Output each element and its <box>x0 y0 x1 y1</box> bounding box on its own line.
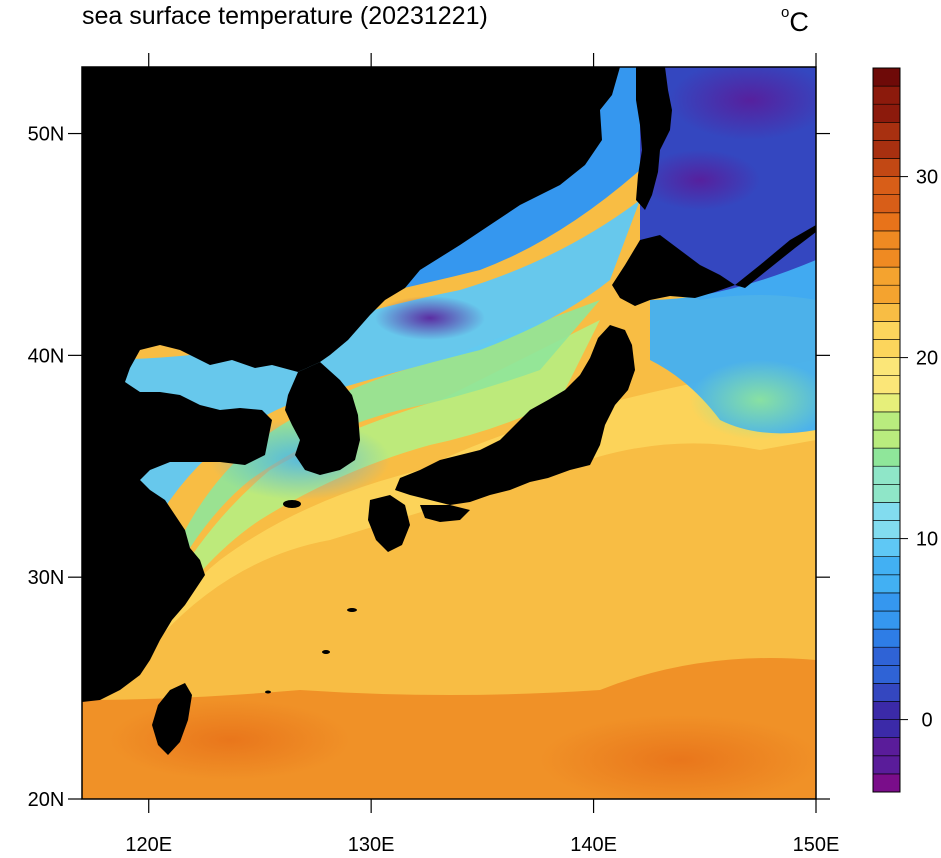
colorbar-segment-4 <box>872 701 901 720</box>
colorbar-segment-35 <box>872 140 901 159</box>
unit-degree: o <box>781 4 790 21</box>
colorbar-segment-12 <box>872 556 901 576</box>
unit-letter: C <box>789 7 809 37</box>
map-axes: 120E 130E 140E 150E 20N 30N 40N 50N <box>28 53 840 856</box>
colorbar-segment-16 <box>872 483 901 503</box>
lat-tick-label-0: 20N <box>28 789 65 811</box>
colorbar: 0 10 20 30 <box>872 67 938 793</box>
lon-tick-label-2: 140E <box>570 834 617 856</box>
colorbar-segment-13 <box>872 538 901 557</box>
colorbar-segment-3 <box>872 719 901 738</box>
sst-band-subtropical <box>140 360 816 660</box>
land-shikoku <box>420 505 470 522</box>
colorbar-segment-9 <box>872 610 901 630</box>
colorbar-tick-label-2: 20 <box>916 348 938 370</box>
plot-frame <box>81 66 817 800</box>
colorbar-segment-2 <box>872 737 901 757</box>
lat-tick-label-2: 40N <box>28 345 65 367</box>
sst-kuroshio-extension <box>690 360 816 440</box>
sst-band-green <box>150 320 600 640</box>
land-asia-mainland <box>82 67 620 702</box>
sst-warm-core-west <box>110 700 350 780</box>
land-honshu <box>395 325 635 505</box>
lon-tick-label-0: 120E <box>125 834 172 856</box>
colorbar-segment-34 <box>872 158 901 177</box>
colorbar-segment-25 <box>872 321 901 340</box>
sst-cold-core-okhotsk <box>670 67 816 140</box>
colorbar-segment-33 <box>872 176 901 196</box>
land-ryukyu-2 <box>265 690 271 694</box>
lon-tick-label-3: 150E <box>793 834 840 856</box>
colorbar-tick-label-1: 10 <box>916 529 938 551</box>
map-title: sea surface temperature (20231221) <box>82 2 488 30</box>
lon-tick-label-1: 130E <box>348 834 395 856</box>
colorbar-segment-11 <box>872 574 901 594</box>
land-kyushu <box>368 495 410 552</box>
colorbar-segment-32 <box>872 194 901 214</box>
colorbar-segment-36 <box>872 122 901 141</box>
unit-label: oC <box>781 0 809 39</box>
colorbar-segment-27 <box>872 284 901 304</box>
sst-band-cyan <box>82 200 640 600</box>
colorbar-segment-39 <box>872 67 901 87</box>
colorbar-segment-10 <box>872 592 901 612</box>
colorbar-segment-28 <box>872 266 901 286</box>
land-okinawa <box>347 608 357 612</box>
colorbar-segment-6 <box>872 664 901 684</box>
colorbar-segment-8 <box>872 628 901 648</box>
sst-band-teal <box>160 300 600 600</box>
colorbar-segment-31 <box>872 212 901 232</box>
land-ryukyu-1 <box>322 650 330 654</box>
lat-tick-label-3: 50N <box>28 124 65 146</box>
colorbar-segment-1 <box>872 755 901 775</box>
land-kuril <box>735 225 816 288</box>
sst-cold-core-japan-sea <box>375 296 485 340</box>
colorbar-tick-label-3: 30 <box>916 167 938 189</box>
land-taiwan <box>152 683 192 755</box>
sst-field <box>82 67 816 799</box>
colorbar-segment-14 <box>872 520 901 539</box>
colorbar-segment-15 <box>872 502 901 521</box>
colorbar-tick-label-0: 0 <box>921 710 932 732</box>
colorbar-segment-7 <box>872 646 901 666</box>
colorbar-segment-29 <box>872 248 901 268</box>
land-jeju <box>283 500 301 508</box>
colorbar-segment-17 <box>872 465 901 485</box>
land-hokkaido <box>612 235 735 306</box>
colorbar-segment-26 <box>872 302 901 322</box>
colorbar-segment-30 <box>872 230 901 250</box>
colorbar-segment-24 <box>872 339 901 358</box>
colorbar-frame <box>872 67 901 793</box>
colorbar-segment-38 <box>872 85 901 105</box>
colorbar-segment-5 <box>872 683 901 702</box>
colorbar-segment-20 <box>872 411 901 431</box>
colorbar-segment-37 <box>872 103 901 123</box>
sst-cold-core-okhotsk-south <box>640 150 760 210</box>
colorbar-segment-0 <box>872 773 901 793</box>
colorbar-segment-18 <box>872 447 901 467</box>
colorbar-segment-22 <box>872 375 901 395</box>
land-korea <box>285 362 360 475</box>
colorbar-segment-23 <box>872 357 901 377</box>
sst-warm-core <box>540 715 816 799</box>
land <box>82 67 816 755</box>
colorbar-segment-19 <box>872 429 901 449</box>
colorbar-segment-21 <box>872 393 901 413</box>
lat-tick-label-1: 30N <box>28 567 65 589</box>
land-sakhalin <box>636 67 672 210</box>
